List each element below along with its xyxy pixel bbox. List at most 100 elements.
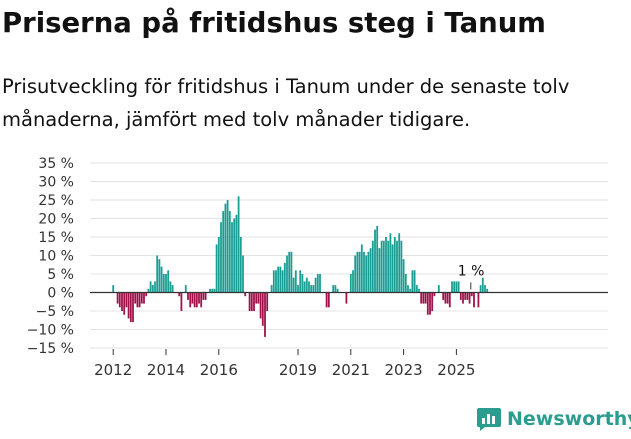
bar <box>178 292 181 297</box>
bar <box>286 255 288 293</box>
bar <box>327 292 330 308</box>
bar <box>294 270 297 293</box>
y-tick-label: −15 % <box>27 341 74 357</box>
bar <box>446 292 449 304</box>
bar <box>239 237 242 293</box>
y-tick-label: 25 % <box>38 193 74 209</box>
y-tick-label: 15 % <box>38 230 74 246</box>
bar <box>464 292 467 300</box>
bar <box>433 292 436 297</box>
bar <box>215 244 218 293</box>
x-tick-label: 2014 <box>147 361 185 379</box>
bar <box>299 270 302 293</box>
axes: 35 % 30 % 25 % 20 % 15 % 10 % 5 % 0 % −5 % −10 % −… <box>27 156 608 379</box>
bar <box>332 285 335 293</box>
bar <box>202 292 205 300</box>
bar <box>378 248 381 293</box>
bar <box>292 277 295 293</box>
bar <box>112 285 115 293</box>
bar <box>171 285 174 293</box>
bar <box>228 211 231 293</box>
bar <box>459 292 462 300</box>
bar <box>132 292 134 323</box>
y-tick-label: 30 % <box>38 175 74 191</box>
brand-name: Newsworthy <box>507 408 631 430</box>
bar <box>426 292 429 315</box>
bar <box>165 274 167 293</box>
bar <box>477 292 480 308</box>
bar <box>345 292 348 304</box>
bar <box>391 244 394 293</box>
bar <box>470 292 473 297</box>
bar <box>396 240 398 293</box>
bar <box>358 251 361 293</box>
bar <box>158 259 161 293</box>
x-tick-label: 2025 <box>437 361 475 379</box>
bar <box>266 292 269 311</box>
bar <box>486 288 489 293</box>
bar <box>187 292 189 300</box>
bar <box>297 285 299 293</box>
bar <box>136 292 139 308</box>
bar <box>242 255 244 293</box>
bar <box>270 285 273 293</box>
bar <box>444 292 447 304</box>
bar <box>360 244 363 293</box>
bar <box>167 270 170 293</box>
bar <box>264 292 266 337</box>
bar <box>156 255 159 293</box>
bar <box>224 203 227 293</box>
bar <box>162 274 165 293</box>
bar <box>462 292 464 304</box>
bar <box>226 200 229 293</box>
x-tick-label: 2012 <box>94 361 132 379</box>
bar <box>116 292 119 304</box>
bars <box>112 196 489 337</box>
bar <box>248 292 251 311</box>
bar <box>418 288 420 293</box>
bar <box>382 240 385 293</box>
x-tick-label: 2021 <box>332 361 370 379</box>
bar <box>149 281 152 293</box>
y-tick-label: 20 % <box>38 212 74 228</box>
bar <box>466 292 469 300</box>
bar <box>160 266 163 293</box>
bar <box>429 292 431 315</box>
bar <box>275 270 277 293</box>
bar <box>481 277 484 293</box>
bar <box>255 292 258 304</box>
bar <box>407 285 409 293</box>
bar <box>393 237 396 293</box>
bar <box>422 292 425 304</box>
bar <box>457 281 460 293</box>
bar <box>314 277 317 293</box>
bar <box>220 222 222 293</box>
bar <box>277 266 280 293</box>
bar <box>211 288 214 293</box>
bar <box>349 274 352 293</box>
bar <box>140 292 143 304</box>
bar <box>237 196 240 293</box>
bar <box>189 292 192 308</box>
bar <box>363 251 365 293</box>
bar <box>233 218 236 293</box>
bar <box>413 270 416 293</box>
bar <box>371 240 374 293</box>
bar <box>367 251 370 293</box>
bar <box>290 251 293 293</box>
bar <box>415 285 418 293</box>
bar <box>334 285 337 293</box>
bar <box>402 259 405 293</box>
bar <box>374 229 376 293</box>
bar <box>484 285 486 293</box>
y-tick-label: −10 % <box>27 323 74 339</box>
bar <box>191 292 194 304</box>
bar <box>479 285 482 293</box>
bar <box>365 255 368 293</box>
bar <box>143 292 145 304</box>
bar <box>409 288 412 293</box>
bar <box>127 292 130 319</box>
bar <box>279 266 282 293</box>
x-tick-label: 2023 <box>385 361 423 379</box>
bar <box>184 285 187 293</box>
